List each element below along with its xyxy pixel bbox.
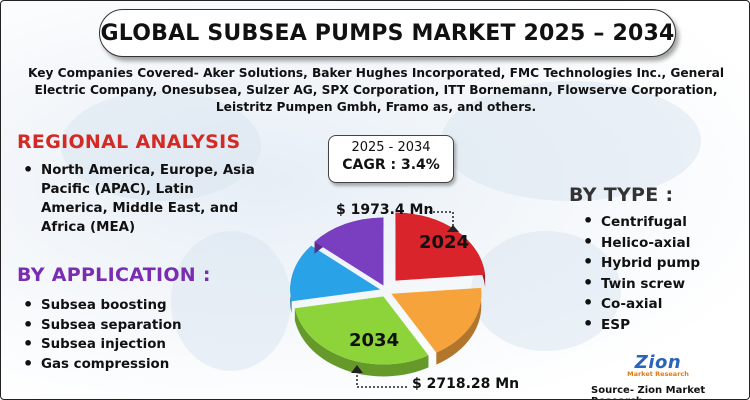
- arrow-2024-icon: [447, 225, 459, 232]
- pie-slices: [290, 212, 486, 377]
- regional-analysis-title: REGIONAL ANALYSIS: [17, 131, 241, 153]
- regional-list: North America, Europe, Asia Pacific (APA…: [19, 160, 259, 237]
- key-companies-text: Key Companies Covered- Aker Solutions, B…: [27, 66, 725, 114]
- map-background: [171, 231, 291, 371]
- zion-logo: Zion Market Research: [618, 352, 698, 378]
- application-item: Subsea separation: [19, 315, 182, 336]
- value-label-2024: $ 1973.4 Mn: [336, 202, 434, 218]
- title-banner: GLOBAL SUBSEA PUMPS MARKET 2025 – 2034: [99, 9, 676, 57]
- slice-label-2034: 2034: [349, 330, 399, 351]
- by-type-title: BY TYPE :: [569, 184, 674, 206]
- type-item: ESP: [579, 314, 700, 336]
- slice-2024: [395, 212, 486, 281]
- slice-blue: [290, 245, 381, 302]
- slice-orange: [391, 287, 482, 353]
- type-item: Centrifugal: [579, 211, 700, 233]
- map-background: [441, 81, 701, 201]
- slice-purple: [314, 217, 384, 286]
- logo-wordmark: Zion: [634, 352, 682, 373]
- type-item: Helico-axial: [579, 232, 700, 254]
- type-list: Centrifugal Helico-axial Hybrid pump Twi…: [579, 211, 700, 336]
- by-application-title: BY APPLICATION :: [17, 264, 211, 286]
- application-item: Gas compression: [19, 354, 182, 375]
- slice-label-2024: 2024: [419, 232, 469, 253]
- value-label-2034: $ 2718.28 Mn: [412, 376, 520, 392]
- slice-2034-side: [294, 308, 429, 377]
- application-list: Subsea boosting Subsea separation Subsea…: [19, 295, 182, 375]
- cagr-box: 2025 - 2034 CAGR : 3.4%: [328, 135, 454, 183]
- type-item: Hybrid pump: [579, 252, 700, 274]
- application-item: Subsea injection: [19, 334, 182, 355]
- connector-2034: [356, 371, 407, 388]
- type-item: Twin screw: [579, 273, 700, 295]
- arrow-2034-icon: [351, 365, 363, 373]
- slice-orange-side: [436, 287, 482, 365]
- cagr-value: CAGR : 3.4%: [342, 157, 440, 173]
- slice-2034: [294, 296, 429, 365]
- page-title: GLOBAL SUBSEA PUMPS MARKET 2025 – 2034: [100, 20, 675, 46]
- logo-subtitle: Market Research: [627, 370, 689, 378]
- value-connectors: [351, 211, 459, 388]
- cagr-period: 2025 - 2034: [351, 140, 431, 155]
- type-item: Co-axial: [579, 293, 700, 315]
- regional-item: North America, Europe, Asia Pacific (APA…: [19, 160, 259, 237]
- application-item: Subsea boosting: [19, 295, 182, 316]
- connector-2024: [429, 211, 454, 227]
- source-note: Source- Zion Market Research: [591, 385, 706, 399]
